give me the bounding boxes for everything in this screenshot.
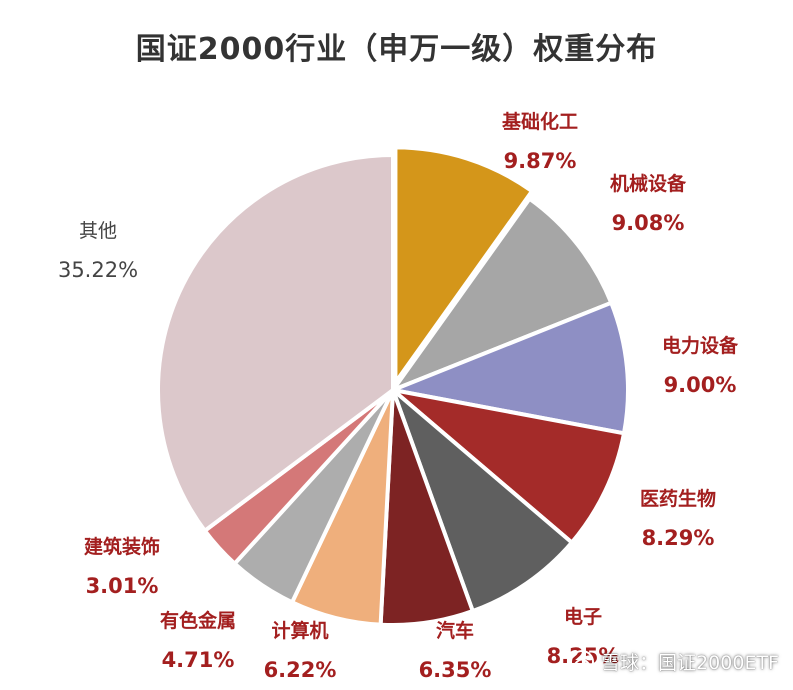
pie-slice-5 — [391, 388, 574, 614]
slice-label-name: 其他 — [79, 220, 117, 242]
pie-slices — [156, 145, 630, 627]
pie-labels: 基础化工 9.87% 机械设备 9.08% 电力设备 9.00% 医药生物 8.29% 电子 8.… — [58, 110, 739, 682]
slice-label-name: 电力设备 — [662, 334, 739, 357]
slice-label-name: 基础化工 — [501, 110, 578, 133]
slice-label-name: 医药生物 — [640, 487, 716, 510]
pie-slice-4 — [391, 388, 626, 545]
slice-label-value: 8.25% — [547, 644, 620, 668]
slice-label-name: 有色金属 — [160, 609, 236, 632]
slice-label-value: 6.35% — [419, 658, 492, 682]
watermark-text: 雪球：国证2000ETF — [601, 652, 779, 674]
pie-slice-1 — [393, 145, 535, 385]
pie-slice-10 — [156, 153, 395, 533]
slice-label-value: 9.87% — [504, 149, 577, 173]
slice-label-value: 3.01% — [86, 574, 159, 598]
slice-label-name: 电子 — [564, 605, 602, 628]
slice-label-name: 机械设备 — [610, 172, 687, 195]
slice-label-name: 建筑装饰 — [84, 535, 160, 558]
watermark: 雪球：国证2000ETF — [569, 648, 779, 675]
slice-label-value: 35.22% — [58, 258, 138, 282]
pie-slice-2 — [391, 196, 614, 392]
slice-label-name: 计算机 — [271, 619, 328, 642]
chart-title: 国证2000行业（申万一级）权重分布 — [135, 32, 658, 67]
slice-label-value: 4.71% — [162, 648, 235, 672]
slice-label-value: 9.08% — [612, 211, 685, 235]
slice-label-value: 9.00% — [664, 373, 737, 397]
slice-label-name: 汽车 — [436, 619, 474, 642]
snowball-icon — [570, 649, 595, 674]
slice-label-value: 8.29% — [642, 526, 715, 550]
slice-label-value: 6.22% — [264, 658, 337, 682]
